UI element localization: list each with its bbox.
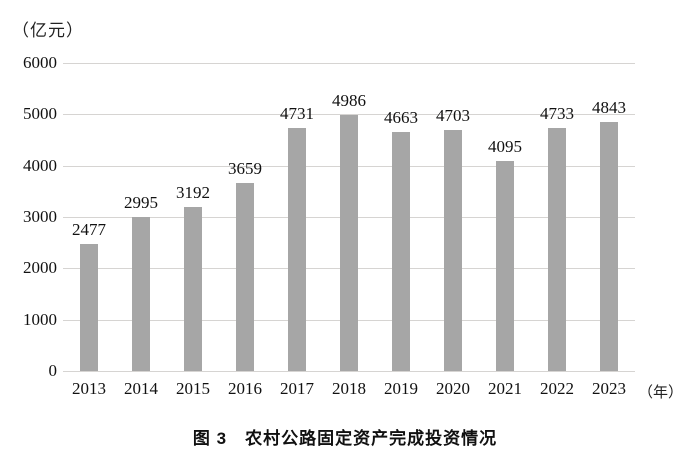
bar-2020 xyxy=(444,129,462,371)
bar-2017 xyxy=(288,128,306,371)
figure-caption: 图 3 农村公路固定资产完成投资情况 xyxy=(192,429,498,448)
bar-2023 xyxy=(600,122,618,371)
y-tick-label: 3000 xyxy=(23,207,57,226)
y-tick-label: 6000 xyxy=(23,53,57,72)
y-tick-label: 1000 xyxy=(23,309,57,329)
x-tick-label: 2016 xyxy=(228,379,262,398)
bar-value-label: 3659 xyxy=(228,159,262,179)
bar-value-label: 4703 xyxy=(436,105,470,125)
bar-value-label: 4843 xyxy=(592,98,626,118)
x-tick-label: 2017 xyxy=(280,379,314,398)
bar-2021 xyxy=(496,160,514,371)
x-axis-unit-label: （年） xyxy=(638,384,684,401)
x-tick-label: 2015 xyxy=(176,379,210,398)
bar-value-label: 4733 xyxy=(540,104,574,124)
x-tick-label: 2019 xyxy=(384,379,418,398)
bar-value-label: 2477 xyxy=(72,219,106,239)
x-tick-label: 2013 xyxy=(72,379,106,398)
gridline xyxy=(63,114,635,116)
y-tick-label: 2000 xyxy=(23,258,57,278)
bar-2022 xyxy=(548,128,566,371)
bar-2018 xyxy=(340,115,358,371)
bar-value-label: 4986 xyxy=(332,91,366,111)
x-tick-label: 2014 xyxy=(124,379,158,398)
x-tick-label: 2020 xyxy=(436,379,470,398)
x-tick-label: 2021 xyxy=(488,379,522,398)
y-tick-label: 5000 xyxy=(23,104,57,124)
bar-2016 xyxy=(236,183,254,371)
bar-2014 xyxy=(132,217,150,371)
x-tick-label: 2018 xyxy=(332,379,366,398)
bar-2019 xyxy=(392,131,410,371)
y-tick-label: 4000 xyxy=(23,155,57,175)
y-axis-unit-label: （亿元） xyxy=(12,21,84,40)
x-tick-label: 2023 xyxy=(592,379,626,398)
bar-2015 xyxy=(184,207,202,371)
bar-2013 xyxy=(80,243,98,371)
bar-value-label: 2995 xyxy=(124,193,158,213)
bar-value-label: 3192 xyxy=(176,183,210,203)
gridline xyxy=(63,371,635,372)
bar-value-label: 4663 xyxy=(384,107,418,127)
bar-value-label: 4095 xyxy=(488,136,522,156)
bar-value-label: 4731 xyxy=(280,104,314,124)
gridline xyxy=(63,63,635,64)
x-tick-label: 2022 xyxy=(540,379,574,398)
y-tick-label: 0 xyxy=(48,361,58,380)
